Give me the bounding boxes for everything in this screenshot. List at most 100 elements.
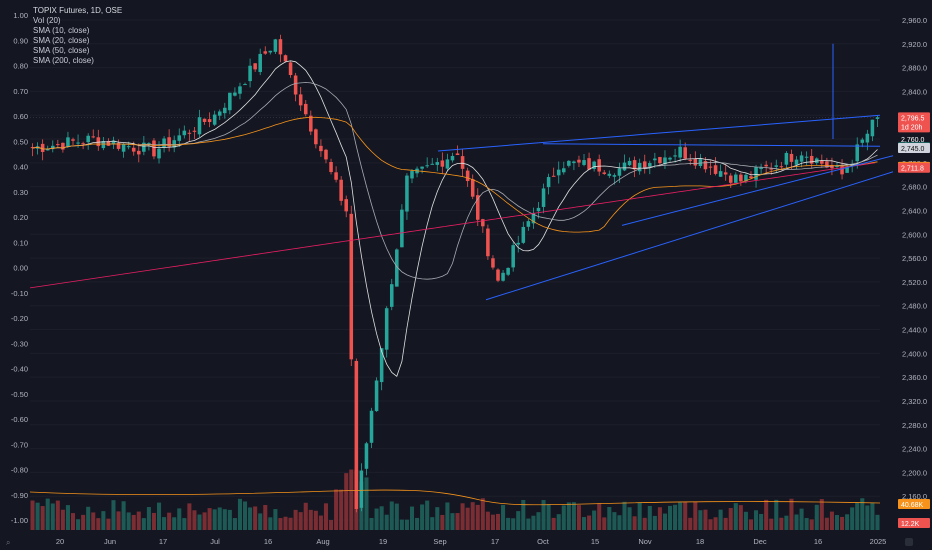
volume-bar — [30, 500, 35, 530]
volume-bar — [258, 513, 263, 530]
volume-bar — [435, 507, 440, 530]
candle-body — [81, 143, 85, 145]
right-axis-tick: 2,360.0 — [902, 373, 927, 382]
candle-body — [319, 145, 323, 152]
time-axis-tick: Nov — [638, 537, 652, 546]
candle-body — [749, 176, 753, 179]
legend-vol[interactable]: Vol (20) — [33, 16, 61, 25]
volume-bar — [126, 512, 131, 530]
price-badge — [898, 142, 930, 153]
price-badge-label: 40.68K — [901, 502, 924, 509]
volume-bar — [824, 517, 829, 530]
candle-body — [496, 269, 500, 281]
volume-bar — [668, 505, 673, 530]
volume-bar — [207, 508, 212, 530]
volume-bar — [632, 516, 637, 530]
candle-body — [754, 167, 758, 180]
candle-body — [799, 155, 804, 162]
left-axis-tick: -0.90 — [11, 491, 28, 500]
volume-bar — [769, 518, 774, 530]
volume-bar — [754, 510, 759, 530]
right-axis-tick: 2,440.0 — [902, 326, 927, 335]
candle-body — [582, 160, 586, 165]
candle-body — [268, 50, 273, 53]
volume-bar — [475, 504, 480, 530]
volume-bar — [733, 503, 738, 530]
volume-bar — [708, 519, 713, 530]
legend-sma20[interactable]: SMA (20, close) — [33, 36, 90, 45]
volume-bar — [870, 503, 875, 530]
volume-bar — [430, 517, 435, 530]
candle-body — [212, 114, 217, 125]
trendlines[interactable] — [437, 43, 894, 301]
moving-averages — [29, 60, 881, 506]
right-axis-tick: 2,480.0 — [902, 302, 927, 311]
trendline — [621, 155, 894, 226]
candle-body — [470, 179, 475, 197]
candle-body — [845, 167, 849, 173]
volume-bar — [404, 519, 409, 530]
candle-body — [192, 130, 197, 132]
candle-body — [217, 111, 222, 116]
candle-body — [273, 39, 278, 52]
timezone-icon[interactable]: ⌕ — [6, 538, 11, 547]
candle-body — [258, 53, 262, 72]
volume-bar — [55, 500, 60, 530]
candle-body — [137, 150, 141, 155]
candle-body — [450, 155, 455, 161]
volume-bar — [829, 511, 834, 530]
left-axis-tick: -0.20 — [11, 314, 28, 323]
volume-bar — [232, 518, 237, 530]
volume-bar — [794, 514, 799, 530]
candle-body — [870, 119, 875, 137]
candle-body — [228, 92, 232, 111]
volume-bar — [425, 500, 430, 530]
candle-body — [440, 160, 445, 167]
candle-body — [744, 174, 748, 182]
candle-body — [142, 142, 146, 152]
candle-body — [395, 249, 399, 287]
left-axis-tick: 0.90 — [13, 36, 28, 45]
volume-bar — [860, 498, 865, 530]
symbol-title[interactable]: TOPIX Futures, 1D, OSE — [33, 6, 123, 15]
volume-bar — [723, 517, 728, 530]
legend-sma50[interactable]: SMA (50, close) — [33, 46, 90, 55]
volume-bar — [617, 515, 622, 530]
volume-bar — [45, 498, 50, 530]
candle-body — [131, 147, 136, 152]
left-axis-tick: -1.00 — [11, 516, 28, 525]
candle-body — [491, 258, 495, 268]
candle-body — [278, 39, 283, 55]
candle-body — [875, 117, 880, 119]
right-axis-tick: 2,840.0 — [902, 87, 927, 96]
candle-body — [673, 155, 677, 157]
time-axis-tick: 17 — [159, 537, 167, 546]
candlesticks[interactable] — [30, 34, 880, 513]
volume-bar — [526, 518, 531, 530]
candle-body — [648, 163, 652, 167]
legend-sma200[interactable]: SMA (200, close) — [33, 56, 94, 65]
volume-bar — [136, 511, 141, 530]
candle-body — [101, 141, 106, 149]
sma50-line — [32, 116, 878, 233]
volume-bar — [106, 518, 111, 530]
right-axis: 2,960.02,920.02,880.02,840.02,800.02,760… — [902, 16, 927, 525]
volume-bar — [268, 517, 273, 530]
candle-body — [121, 144, 126, 152]
volume-bar — [647, 505, 652, 530]
volume-bar — [703, 509, 708, 530]
candle-body — [784, 152, 789, 165]
candle-body — [359, 470, 364, 508]
volume-bar — [263, 505, 268, 530]
right-axis-tick: 2,160.0 — [902, 492, 927, 501]
legend: TOPIX Futures, 1D, OSE Vol (20) SMA (10,… — [33, 6, 122, 66]
time-axis-tick: 16 — [264, 537, 272, 546]
volume-bar — [60, 509, 65, 530]
candle-body — [40, 143, 45, 152]
candle-body — [577, 159, 581, 163]
volume-bar — [662, 513, 667, 530]
candle-body — [739, 174, 743, 182]
legend-sma10[interactable]: SMA (10, close) — [33, 26, 90, 35]
volume-bar — [516, 511, 521, 530]
